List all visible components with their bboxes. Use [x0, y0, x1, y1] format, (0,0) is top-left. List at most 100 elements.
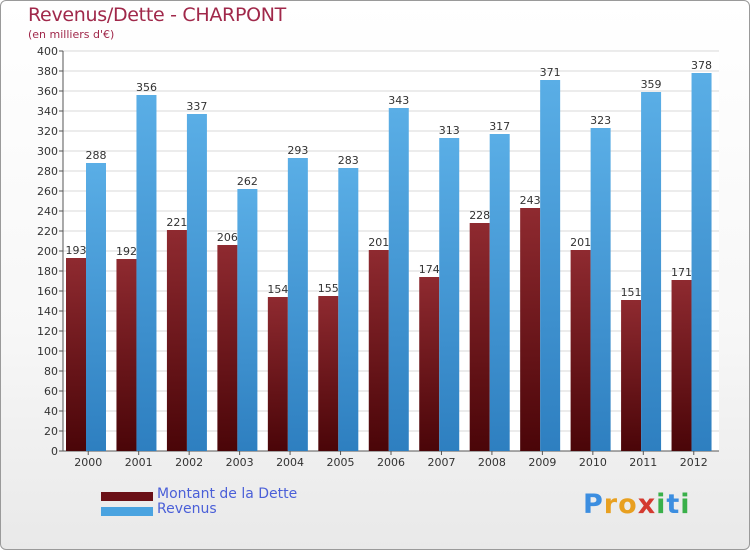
- legend-label-revenue: Revenus: [157, 501, 217, 517]
- proxiti-logo: Proxiti: [583, 489, 691, 520]
- x-tick-label: 2011: [629, 456, 657, 469]
- y-tick-label: 300: [37, 145, 58, 158]
- logo-letter: r: [603, 489, 619, 520]
- y-tick-label: 260: [37, 185, 58, 198]
- x-tick-label: 2007: [427, 456, 455, 469]
- x-tick-label: 2006: [377, 456, 405, 469]
- data-label-revenue: 313: [439, 124, 460, 137]
- y-tick-label: 220: [37, 225, 58, 238]
- data-label-revenue: 356: [136, 81, 157, 94]
- data-label-debt: 192: [116, 245, 137, 258]
- data-label-debt: 193: [66, 244, 87, 257]
- data-label-debt: 228: [469, 209, 490, 222]
- x-tick-label: 2008: [478, 456, 506, 469]
- bar-debt: [166, 230, 187, 451]
- y-tick-label: 160: [37, 285, 58, 298]
- data-label-revenue: 337: [186, 100, 207, 113]
- bar-revenue: [590, 128, 611, 451]
- data-label-revenue: 343: [388, 94, 409, 107]
- data-label-revenue: 371: [540, 66, 561, 79]
- y-tick-label: 120: [37, 325, 58, 338]
- bar-debt: [419, 277, 440, 451]
- data-label-debt: 206: [217, 231, 238, 244]
- y-tick-label: 0: [51, 445, 58, 458]
- bar-debt: [469, 223, 490, 451]
- data-label-debt: 154: [267, 283, 288, 296]
- bar-revenue: [691, 73, 712, 451]
- y-tick-label: 340: [37, 105, 58, 118]
- x-tick-label: 2009: [528, 456, 556, 469]
- bar-debt: [520, 208, 541, 451]
- bar-revenue: [489, 134, 510, 451]
- y-tick-label: 400: [37, 45, 58, 58]
- bar-revenue: [641, 92, 662, 451]
- y-tick-label: 100: [37, 345, 58, 358]
- bar-debt: [671, 280, 692, 451]
- bar-debt: [267, 297, 288, 451]
- data-label-debt: 201: [570, 236, 591, 249]
- bar-revenue: [186, 114, 207, 451]
- data-label-debt: 243: [520, 194, 541, 207]
- y-tick-label: 200: [37, 245, 58, 258]
- y-tick-label: 140: [37, 305, 58, 318]
- y-tick-label: 380: [37, 65, 58, 78]
- x-tick-label: 2010: [579, 456, 607, 469]
- y-tick-label: 320: [37, 125, 58, 138]
- bar-debt: [116, 259, 137, 451]
- data-label-revenue: 293: [287, 144, 308, 157]
- bar-revenue: [287, 158, 308, 451]
- chart-title: Revenus/Dette - CHARPONT: [28, 4, 286, 26]
- data-label-revenue: 359: [641, 78, 662, 91]
- bar-debt: [66, 258, 86, 451]
- data-label-debt: 151: [621, 286, 642, 299]
- data-label-debt: 221: [166, 216, 187, 229]
- logo-letter: i: [656, 489, 667, 520]
- data-label-revenue: 323: [590, 114, 611, 127]
- data-label-revenue: 288: [86, 149, 107, 162]
- logo-letter: x: [637, 489, 657, 520]
- data-label-debt: 201: [368, 236, 389, 249]
- bar-revenue: [136, 95, 157, 451]
- y-tick-label: 280: [37, 165, 58, 178]
- data-label-debt: 171: [671, 266, 692, 279]
- bar-revenue: [388, 108, 409, 451]
- bar-revenue: [439, 138, 460, 451]
- data-label-revenue: 317: [489, 120, 510, 133]
- legend-swatch-revenue: [101, 507, 153, 516]
- y-tick-label: 80: [44, 365, 58, 378]
- x-tick-label: 2002: [175, 456, 203, 469]
- bar-revenue: [338, 168, 359, 451]
- x-tick-label: 2004: [276, 456, 304, 469]
- y-tick-label: 60: [44, 385, 58, 398]
- logo-letter: t: [666, 489, 681, 520]
- legend-swatch-debt: [101, 492, 153, 501]
- data-label-revenue: 283: [338, 154, 359, 167]
- y-tick-label: 40: [44, 405, 58, 418]
- y-tick-label: 20: [44, 425, 58, 438]
- data-label-debt: 174: [419, 263, 440, 276]
- bar-debt: [570, 250, 591, 451]
- data-label-debt: 155: [318, 282, 339, 295]
- x-tick-label: 2001: [125, 456, 153, 469]
- y-tick-label: 360: [37, 85, 58, 98]
- bar-revenue: [540, 80, 561, 451]
- x-tick-label: 2005: [327, 456, 355, 469]
- bar-debt: [318, 296, 339, 451]
- bar-revenue: [237, 189, 258, 451]
- bar-debt: [368, 250, 389, 451]
- logo-letter: P: [583, 489, 604, 520]
- x-tick-label: 2012: [680, 456, 708, 469]
- x-tick-label: 2003: [226, 456, 254, 469]
- bar-revenue: [86, 163, 106, 451]
- bar-debt: [621, 300, 642, 451]
- x-tick-label: 2000: [74, 456, 102, 469]
- data-label-revenue: 378: [691, 59, 712, 72]
- y-tick-label: 240: [37, 205, 58, 218]
- legend-label-debt: Montant de la Dette: [157, 486, 298, 502]
- bar-debt: [217, 245, 238, 451]
- data-label-revenue: 262: [237, 175, 258, 188]
- logo-letter: o: [618, 489, 638, 520]
- chart-subtitle: (en milliers d'€): [28, 28, 115, 41]
